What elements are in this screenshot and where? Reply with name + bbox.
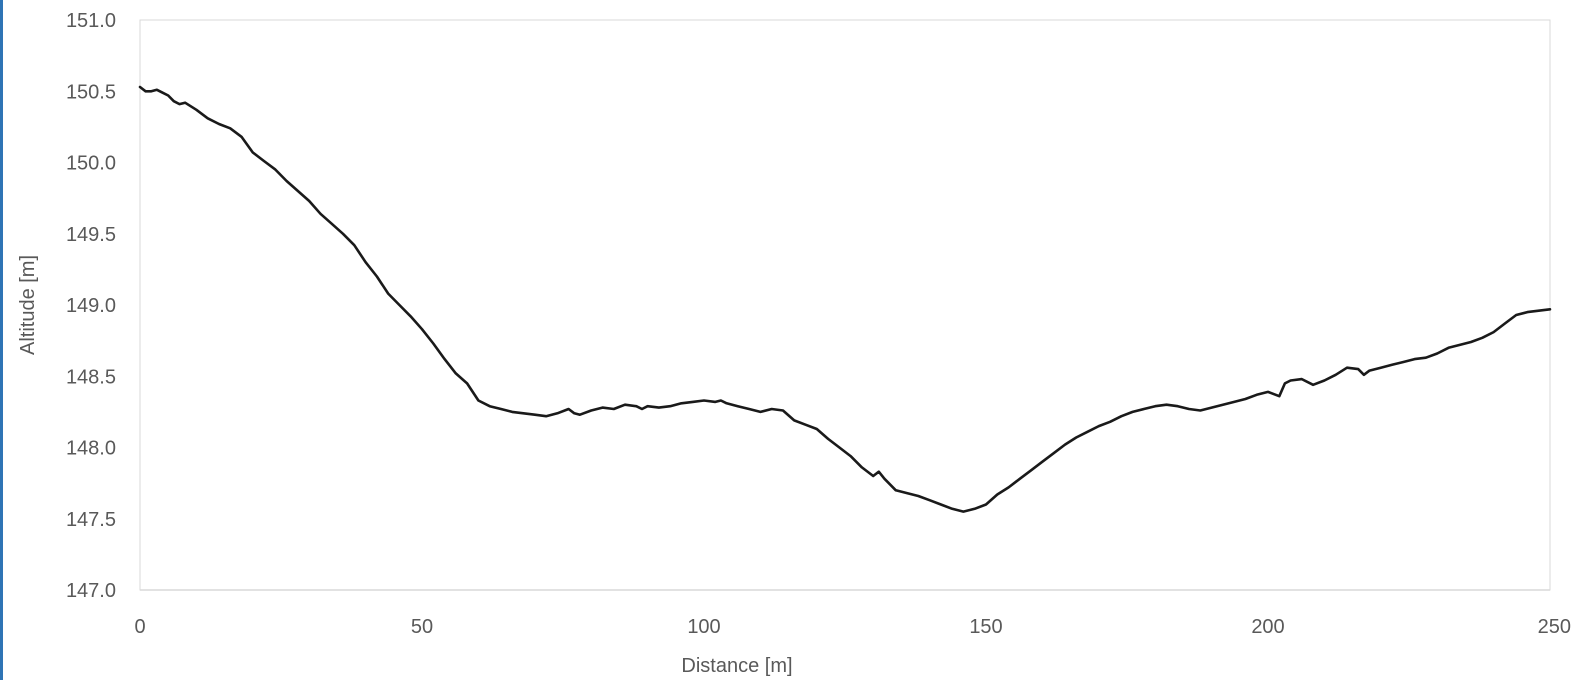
x-axis-title: Distance [m] xyxy=(681,655,792,677)
x-tick-label: 50 xyxy=(411,616,433,638)
y-axis-title: Altitude [m] xyxy=(17,255,39,355)
x-tick-label: 100 xyxy=(687,616,720,638)
y-tick-label: 147.0 xyxy=(66,580,116,602)
y-tick-label: 148.5 xyxy=(66,366,116,388)
y-tick-label: 151.0 xyxy=(66,10,116,32)
altitude-series-line xyxy=(138,85,1552,513)
altitude-profile-chart: 147.0 147.5 148.0 148.5 149.0 149.5 150.0 150.5… xyxy=(17,10,1571,677)
x-tick-label: 150 xyxy=(969,616,1002,638)
y-tick-label: 148.0 xyxy=(66,438,116,460)
y-tick-labels: 147.0 147.5 148.0 148.5 149.0 149.5 150.0 150.5… xyxy=(66,10,116,602)
y-tick-label: 149.5 xyxy=(66,224,116,246)
y-tick-label: 147.5 xyxy=(66,509,116,531)
x-tick-label: 0 xyxy=(134,616,145,638)
x-tick-label: 200 xyxy=(1251,616,1284,638)
plot-area-border xyxy=(139,19,1551,591)
y-tick-label: 150.0 xyxy=(66,153,116,175)
x-tick-labels: 0 50 100 150 200 250 xyxy=(134,616,1571,638)
y-tick-label: 149.0 xyxy=(66,295,116,317)
y-tick-label: 150.5 xyxy=(66,81,116,103)
x-tick-label: 250 xyxy=(1538,616,1571,638)
